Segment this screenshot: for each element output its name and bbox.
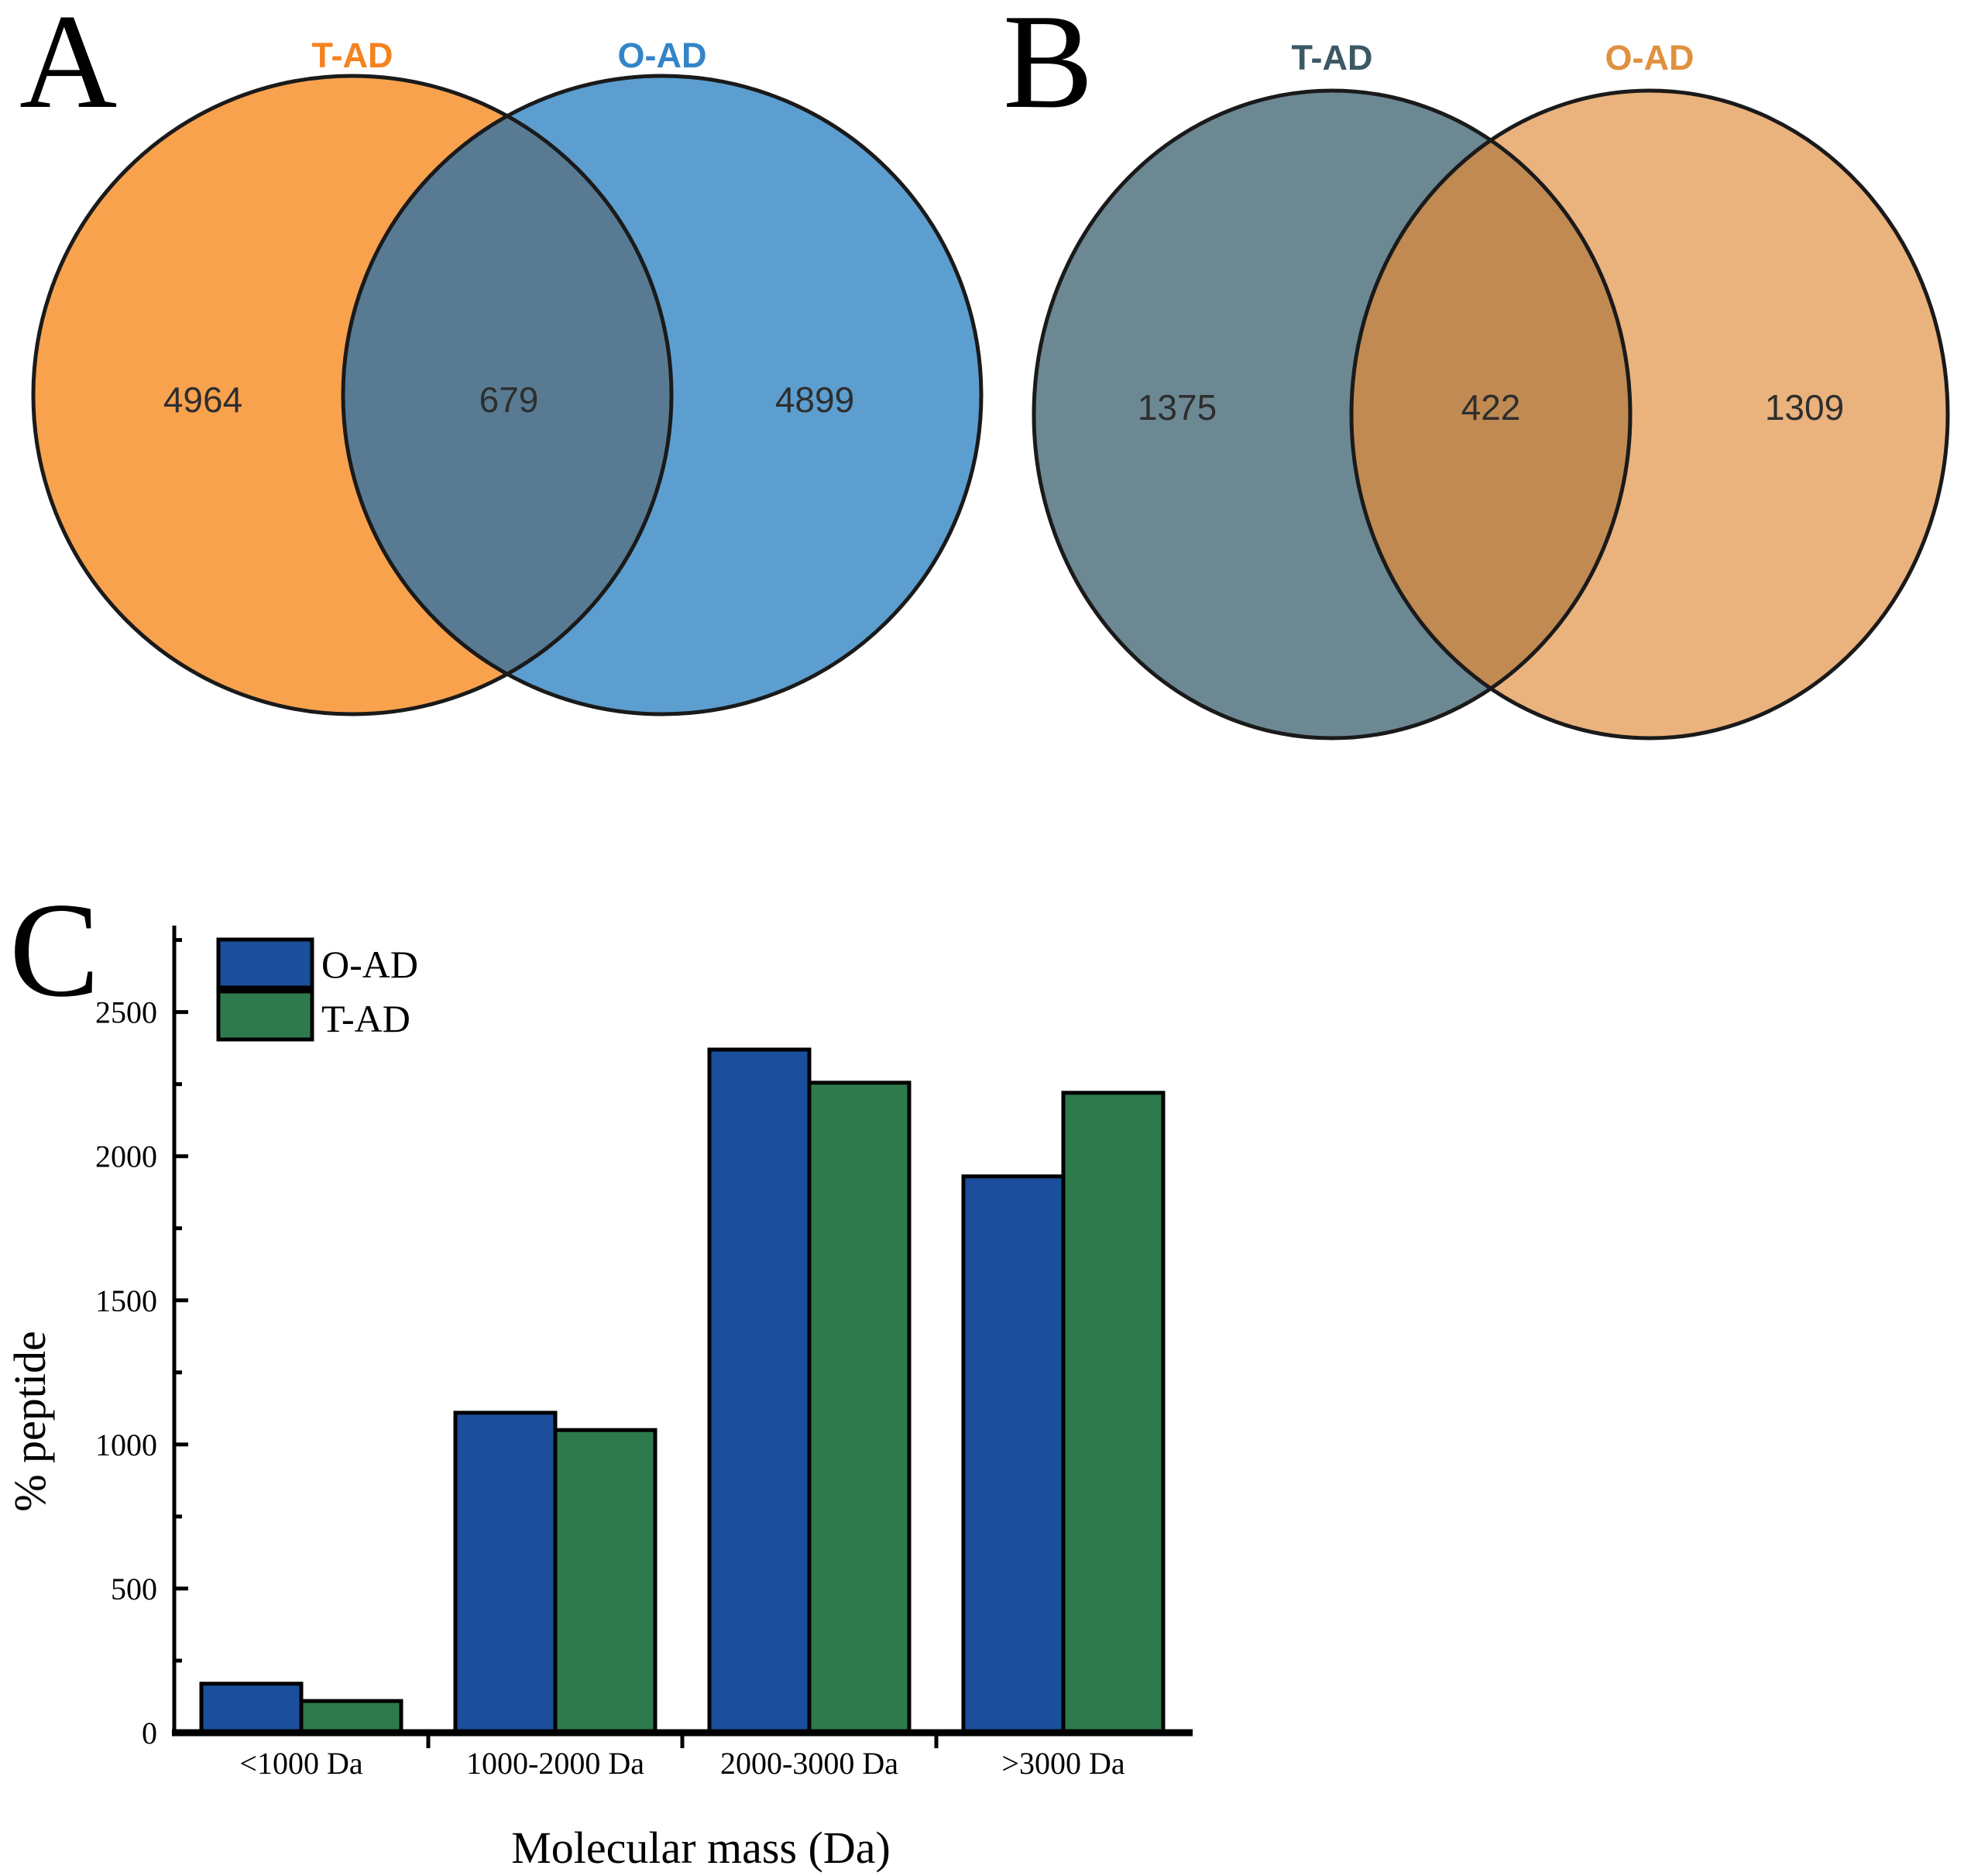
panel-letter-c: C [9,891,100,1025]
legend-swatch-tad [216,989,314,1042]
bar-chart-plot: <1000 Da 1000-2000 Da 2000-3000 Da >3000 Da… [95,926,1193,1781]
y-axis-title: % peptide [5,1331,55,1512]
y-tick-label: 2000 [95,1139,157,1174]
y-tick-label: 1000 [95,1428,157,1462]
bar-O-AD-2 [453,1410,558,1735]
bar-O-AD-4 [961,1174,1066,1735]
venn-b-overlap-region [1351,91,1630,738]
venn-a-overlap-region [343,76,671,714]
x-category-label: <1000 Da [239,1746,362,1781]
x-category-label: >3000 Da [1001,1746,1124,1781]
y-tick-label: 1500 [95,1283,157,1318]
venn-a-right-value: 4899 [775,380,854,420]
y-tick-label: 0 [142,1716,157,1751]
bar-T-AD-2 [553,1428,658,1735]
panel-letter-a: A [19,0,117,136]
bar-T-AD-1 [299,1699,403,1735]
legend-label-oad: O-AD [321,943,418,986]
venn-a-left-value: 4964 [163,380,242,420]
venn-a-right-outline [341,74,984,716]
venn-a-overlap-value: 679 [479,380,539,420]
venn-b-left-outline [1032,88,1633,740]
venn-a-right-set-title: O-AD [618,36,707,75]
venn-b-right-outline [1349,88,1950,740]
legend-swatch-oad [216,937,314,990]
x-category-label: 2000-3000 Da [720,1746,898,1781]
bar-T-AD-3 [807,1081,912,1735]
venn-b-overlap-value: 422 [1461,387,1521,428]
y-tick-label: 2500 [95,995,157,1030]
bar-O-AD-1 [199,1682,304,1735]
venn-b-right-value: 1309 [1765,387,1844,428]
legend-label-tad: T-AD [321,997,410,1040]
panel-letter-b: B [1003,0,1094,136]
bar-O-AD-3 [707,1047,812,1735]
venn-b-right-set-title: O-AD [1605,38,1694,77]
venn-a-left-set-title: T-AD [312,36,393,75]
bar-T-AD-4 [1061,1091,1166,1735]
x-category-label: 1000-2000 Da [466,1746,644,1781]
y-tick-label: 500 [111,1572,157,1606]
x-axis-title: Molecular mass (Da) [511,1823,891,1873]
venn-b-left-set-title: T-AD [1292,38,1373,77]
bar-chart: C <1000 Da 1000-2000 Da 2000-3000 Da >3000 … [5,891,1193,1873]
venn-panel-a: A T-AD O-AD 4964 679 4899 [19,0,984,716]
legend: O-AD T-AD [216,937,418,1042]
venn-b-left-value: 1375 [1138,387,1217,428]
venn-a-left-outline [31,74,674,716]
venn-panel-b: B T-AD O-AD 1375 422 1309 [1003,0,1950,740]
